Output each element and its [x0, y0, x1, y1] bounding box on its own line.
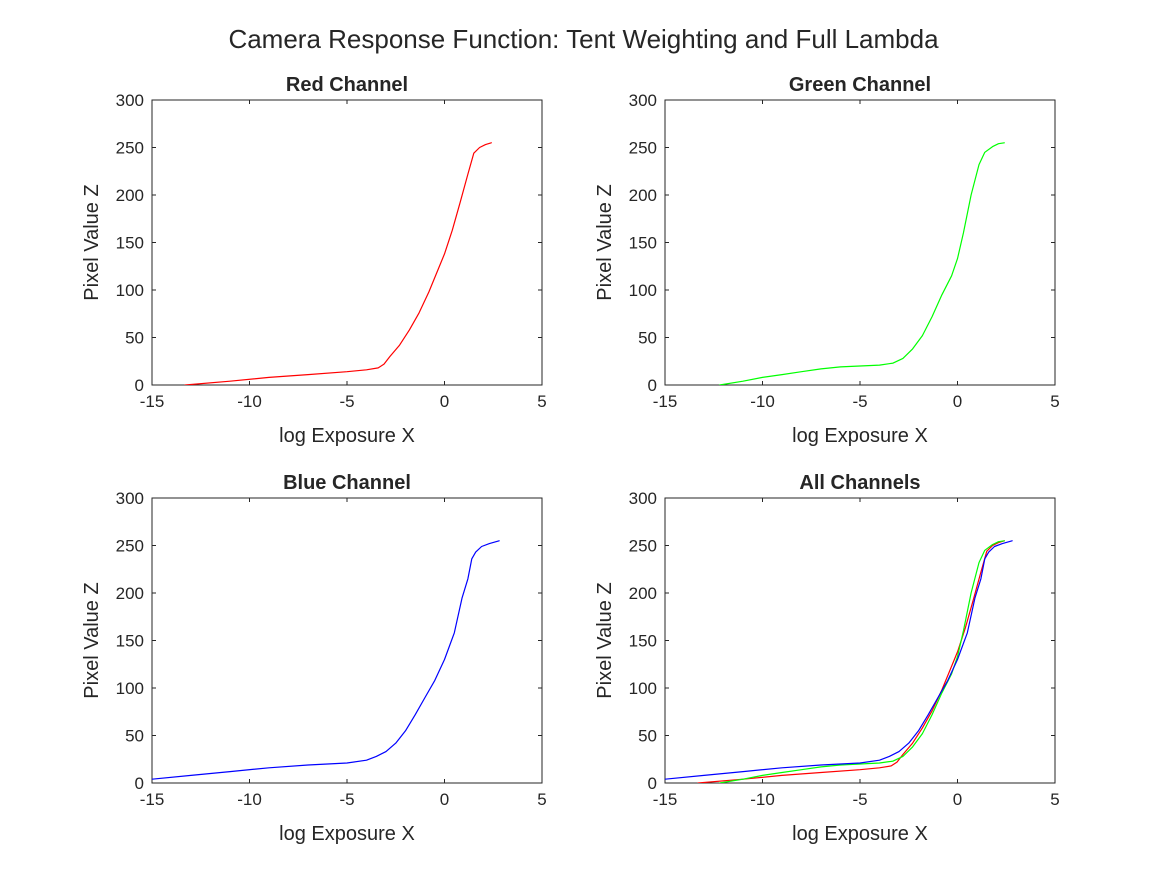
- red-channel-x-tick-label: -5: [339, 392, 354, 411]
- all-channels-y-tick-label: 100: [629, 679, 657, 698]
- green-channel-series-group: [718, 142, 1005, 385]
- green-channel-x-axis-label: log Exposure X: [792, 425, 928, 447]
- all-channels-x-tick-label: -10: [750, 790, 775, 809]
- blue-channel-x-axis-label: log Exposure X: [279, 823, 415, 845]
- blue-channel-x-tick-label: -5: [339, 790, 354, 809]
- blue-channel-y-axis-label: Pixel Value Z: [81, 582, 103, 698]
- all-channels-y-tick-label: 150: [629, 632, 657, 651]
- red-channel-y-tick-label: 300: [116, 91, 144, 110]
- all-channels-y-tick-label: 200: [629, 584, 657, 603]
- blue-channel-blue-response-line: [152, 540, 500, 780]
- all-channels-y-tick-label: 0: [648, 774, 657, 793]
- green-channel-x-tick-label: 5: [1050, 392, 1059, 411]
- red-channel-title: Red Channel: [286, 74, 408, 96]
- green-channel-x-tick-label: -15: [653, 392, 678, 411]
- blue-channel-y-tick-label: 250: [116, 537, 144, 556]
- all-channels-title: All Channels: [799, 472, 920, 494]
- green-channel-y-tick-label: 300: [629, 91, 657, 110]
- green-channel-x-tick-label: -10: [750, 392, 775, 411]
- red-channel-y-tick-label: 200: [116, 186, 144, 205]
- green-channel-y-tick-label: 50: [638, 329, 657, 348]
- figure-title: Camera Response Function: Tent Weighting…: [228, 24, 939, 54]
- red-channel-x-axis-label: log Exposure X: [279, 425, 415, 447]
- green-channel-y-tick-label: 200: [629, 186, 657, 205]
- all-channels-x-tick-label: -5: [852, 790, 867, 809]
- red-channel-x-tick-label: 5: [537, 392, 546, 411]
- red-channel-y-tick-label: 150: [116, 234, 144, 253]
- red-channel-y-tick-label: 250: [116, 139, 144, 158]
- blue-channel-series-group: [152, 540, 500, 780]
- blue-channel-axes-box: [151, 497, 543, 784]
- blue-channel-title: Blue Channel: [283, 472, 411, 494]
- blue-channel-y-tick-label: 150: [116, 632, 144, 651]
- blue-channel-y-tick-label: 200: [116, 584, 144, 603]
- blue-channel-x-tick-label: -10: [237, 790, 262, 809]
- red-channel-x-tick-label: 0: [440, 392, 449, 411]
- all-channels-y-tick-label: 300: [629, 489, 657, 508]
- red-channel-axes-box: [151, 99, 543, 386]
- all-channels-series-group: [665, 540, 1013, 783]
- blue-channel-y-tick-label: 0: [135, 774, 144, 793]
- green-channel-y-tick-label: 250: [629, 139, 657, 158]
- green-channel-x-tick-label: -5: [852, 392, 867, 411]
- all-channels-y-tick-label: 50: [638, 727, 657, 746]
- all-channels-x-tick-label: 5: [1050, 790, 1059, 809]
- all-channels-y-axis-label: Pixel Value Z: [594, 582, 616, 698]
- all-channels-blue-response-line: [665, 540, 1013, 780]
- all-channels-x-tick-label: -15: [653, 790, 678, 809]
- all-channels-y-tick-label: 250: [629, 537, 657, 556]
- red-channel-series-group: [184, 142, 492, 385]
- green-channel-title: Green Channel: [789, 74, 931, 96]
- red-channel-red-response-line: [184, 142, 492, 385]
- blue-channel-x-tick-label: 5: [537, 790, 546, 809]
- green-channel-axes-box: [664, 99, 1056, 386]
- all-channels-x-tick-label: 0: [953, 790, 962, 809]
- all-channels-green-response-line: [718, 540, 1005, 783]
- blue-channel-y-tick-label: 300: [116, 489, 144, 508]
- green-channel-green-response-line: [718, 142, 1005, 385]
- blue-channel-x-tick-label: 0: [440, 790, 449, 809]
- red-channel-y-tick-label: 100: [116, 281, 144, 300]
- green-channel-x-tick-label: 0: [953, 392, 962, 411]
- green-channel-y-tick-label: 100: [629, 281, 657, 300]
- red-channel-x-tick-label: -15: [140, 392, 165, 411]
- red-channel-y-tick-label: 0: [135, 376, 144, 395]
- blue-channel-x-tick-label: -15: [140, 790, 165, 809]
- blue-channel-y-tick-label: 100: [116, 679, 144, 698]
- red-channel-y-tick-label: 50: [125, 329, 144, 348]
- green-channel-y-tick-label: 0: [648, 376, 657, 395]
- red-channel-x-tick-label: -10: [237, 392, 262, 411]
- all-channels-x-axis-label: log Exposure X: [792, 823, 928, 845]
- green-channel-y-tick-label: 150: [629, 234, 657, 253]
- green-channel-y-axis-label: Pixel Value Z: [594, 184, 616, 300]
- all-channels-axes-box: [664, 497, 1056, 784]
- red-channel-y-axis-label: Pixel Value Z: [81, 184, 103, 300]
- blue-channel-y-tick-label: 50: [125, 727, 144, 746]
